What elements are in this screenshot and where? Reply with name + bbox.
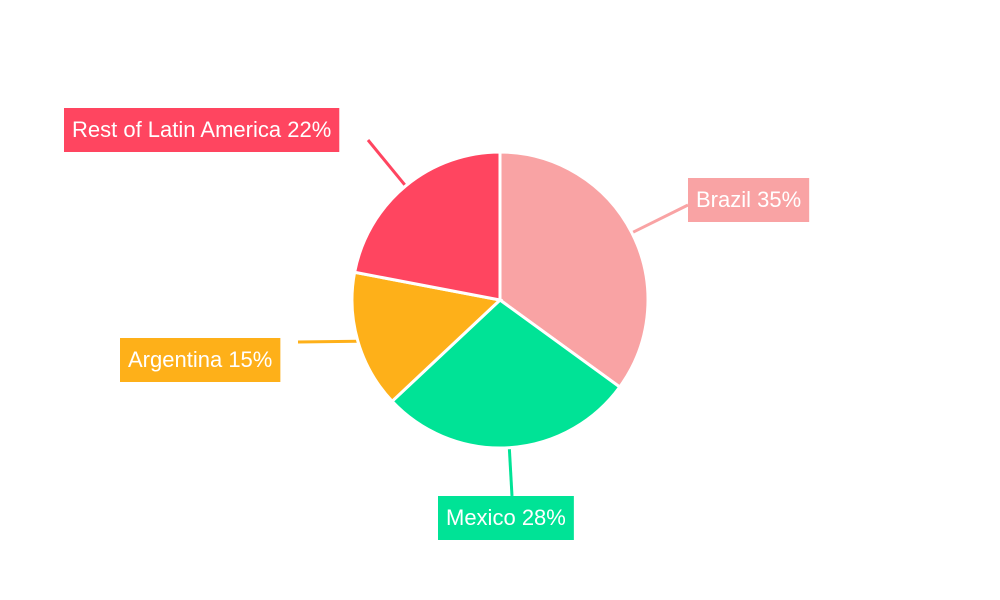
value-label: 28% [522,505,566,530]
label-text: Mexico 28% [446,505,566,530]
data-label: Rest of Latin America 22% [64,108,340,152]
slices [350,150,650,450]
leader-line [507,447,514,497]
category-name: Mexico [446,505,516,530]
data-label: Argentina 15% [120,338,281,382]
data-label: Brazil 35% [688,178,810,222]
pie-slice [498,150,650,390]
labels: Brazil 35% Mexico 28% Argentina 15% Rest of… [64,108,810,540]
label-box [120,338,281,382]
value-label: 15% [228,347,272,372]
pie-slice [350,270,504,404]
data-label: Mexico 28% [438,496,574,540]
pie-slice [352,150,502,302]
value-label: 22% [287,117,331,142]
leader-line [366,139,407,187]
category-name: Brazil [696,187,751,212]
label-box [688,178,810,222]
label-box [64,108,340,152]
category-name: Argentina [128,347,223,372]
label-text: Brazil 35% [696,187,801,212]
leader-line [631,203,689,235]
leader-line [297,339,358,344]
value-label: 35% [757,187,801,212]
label-text: Argentina 15% [128,347,272,372]
pie-slice [389,298,622,450]
category-name: Rest of Latin America [72,117,282,142]
label-box [438,496,574,540]
label-text: Rest of Latin America 22% [72,117,331,142]
leader-lines [297,139,689,497]
